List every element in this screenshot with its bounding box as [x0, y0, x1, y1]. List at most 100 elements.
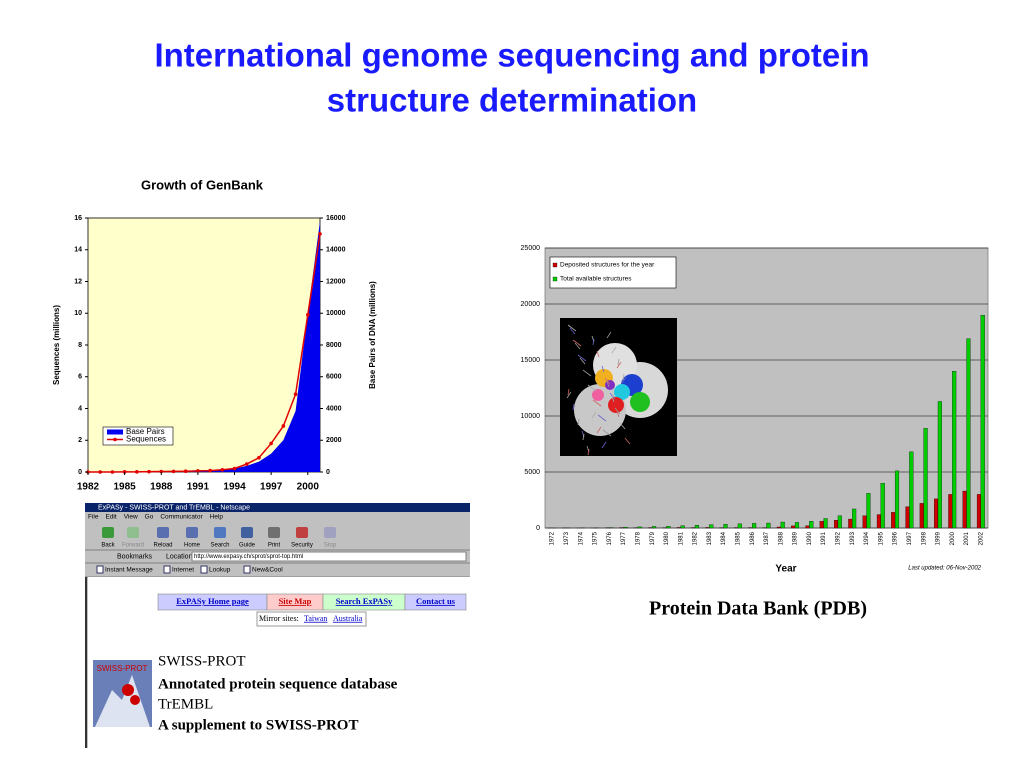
- x-tick-label: 1985: [114, 482, 137, 493]
- marker: [122, 470, 127, 474]
- toolbar-button[interactable]: Reload: [153, 543, 172, 549]
- bar: [752, 523, 757, 529]
- legend: [549, 256, 677, 289]
- toolbar-button[interactable]: Stop: [324, 543, 337, 549]
- image-stick: [616, 361, 622, 369]
- image-stick: [601, 441, 607, 449]
- bar: [723, 524, 728, 529]
- legend-swatch: [107, 429, 123, 435]
- bar: [694, 525, 699, 529]
- x-tick-label: 1981: [678, 531, 684, 545]
- personal-item[interactable]: New&Cool: [252, 567, 283, 574]
- menu-item[interactable]: Go: [145, 514, 154, 521]
- bar: [891, 512, 896, 529]
- bar: [976, 494, 982, 529]
- x-tick-label: 1980: [664, 531, 670, 545]
- menu-item[interactable]: View: [124, 514, 138, 521]
- x-tick-label: 1988: [778, 531, 784, 545]
- mirror-box: [256, 611, 367, 627]
- menu-item[interactable]: Help: [210, 514, 224, 521]
- marker: [208, 468, 212, 473]
- bar: [809, 521, 814, 529]
- menu-item[interactable]: File: [88, 514, 99, 521]
- image-stick: [567, 324, 577, 332]
- marker: [98, 470, 103, 474]
- bar: [848, 518, 853, 529]
- marker: [183, 469, 188, 474]
- y-tick-label: 15000: [521, 357, 541, 364]
- image-stick: [606, 331, 612, 339]
- image-stick: [611, 395, 615, 403]
- mirror-link[interactable]: Australia: [333, 614, 363, 623]
- menu-item[interactable]: Communicator: [160, 514, 203, 521]
- image-stick: [614, 407, 621, 415]
- slide-title: International genome sequencing and prot…: [154, 37, 869, 74]
- toolbar-button[interactable]: Security: [291, 543, 313, 549]
- toolbar-icon: [296, 527, 308, 538]
- personal-item[interactable]: Instant Message: [105, 567, 153, 574]
- bar: [852, 508, 857, 529]
- personal-icon: [200, 565, 208, 574]
- toolbar-button[interactable]: Search: [210, 543, 229, 549]
- toolbar-button[interactable]: Print: [268, 543, 281, 549]
- marker: [318, 232, 322, 236]
- x-tick-label: 1995: [878, 531, 884, 545]
- bar: [923, 428, 928, 529]
- content-line: Annotated protein sequence database: [158, 676, 398, 692]
- y-tick-label: 4: [78, 405, 82, 412]
- toolbar-button[interactable]: Back: [101, 543, 115, 549]
- toolbar-button[interactable]: Guide: [239, 543, 256, 549]
- chart-title: Growth of GenBank: [141, 177, 264, 192]
- toolbar-icon: [102, 527, 114, 538]
- y-tick-label: 25000: [521, 245, 541, 252]
- bar: [819, 521, 824, 529]
- bar: [637, 526, 642, 529]
- bar: [676, 527, 681, 529]
- x-tick-label: 1982: [693, 531, 699, 545]
- legend-swatch: [552, 276, 558, 282]
- nav-link[interactable]: Search ExPASy: [336, 596, 393, 606]
- nav-link[interactable]: Site Map: [279, 596, 312, 606]
- bar: [980, 315, 985, 529]
- personal-item[interactable]: Internet: [172, 567, 194, 574]
- x-tick-label: 1991: [821, 531, 827, 545]
- image-stick: [582, 369, 592, 377]
- bar: [794, 522, 800, 529]
- x-tick-label: 1999: [936, 531, 942, 545]
- x-tick-label: 1975: [593, 531, 599, 545]
- marker: [171, 469, 176, 474]
- url-field[interactable]: [191, 551, 467, 562]
- personal-item[interactable]: Lookup: [209, 567, 231, 574]
- bar: [791, 525, 796, 529]
- toolbar-button[interactable]: Home: [184, 543, 201, 549]
- bar: [680, 525, 685, 529]
- menu-item[interactable]: Edit: [105, 514, 116, 521]
- personal-icon: [96, 565, 104, 574]
- bar: [823, 518, 828, 529]
- nav-link[interactable]: ExPASy Home page: [176, 596, 249, 606]
- toolbar-button[interactable]: Forward: [122, 543, 144, 549]
- legend-label: Base Pairs: [126, 427, 165, 436]
- x-tick-label: 1991: [187, 482, 210, 493]
- bookmarks[interactable]: Bookmarks: [117, 553, 153, 560]
- y2-tick-label: 6000: [326, 374, 342, 381]
- bar: [805, 525, 810, 529]
- image-stick: [596, 350, 600, 358]
- image-stick: [592, 399, 602, 407]
- title-bar: [85, 503, 470, 512]
- bar: [866, 493, 871, 529]
- bar: [876, 514, 881, 529]
- nav-link[interactable]: Contact us: [416, 596, 456, 606]
- image-stick: [624, 437, 631, 445]
- browser-screenshot: ExPASy - SWISS-PROT and TrEMBL - Netscap…: [85, 503, 470, 748]
- y-tick-label: 0: [536, 525, 540, 532]
- x-tick-label: 1997: [260, 482, 283, 493]
- legend-label: Sequences: [126, 435, 166, 444]
- image-stick: [616, 410, 620, 418]
- x-tick-label: 1976: [607, 531, 613, 545]
- bar: [705, 527, 710, 529]
- line: [88, 233, 321, 473]
- x-tick-label: 1973: [564, 531, 570, 545]
- mirror-link[interactable]: Taiwan: [304, 614, 327, 623]
- image-stick: [569, 327, 576, 335]
